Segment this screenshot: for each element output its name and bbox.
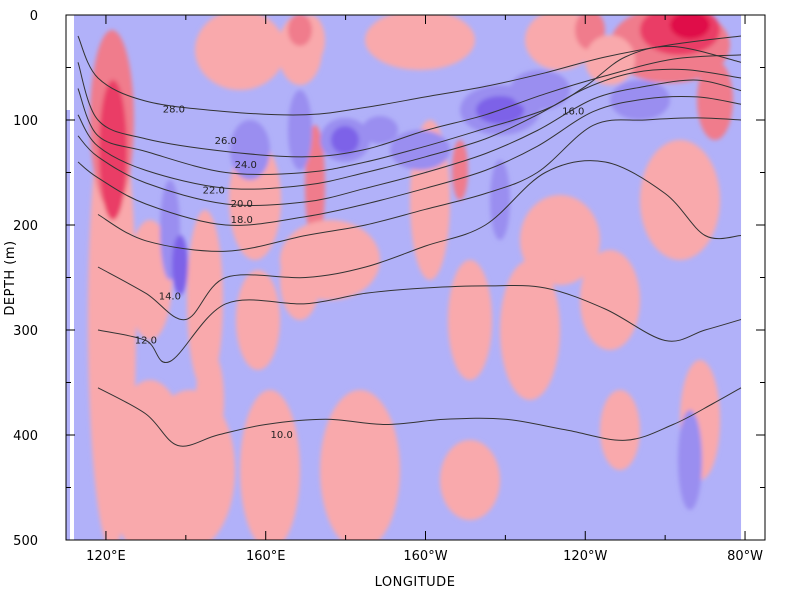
y-tick-label: 400 [13,429,38,444]
field-patches [88,15,733,540]
field-patch [288,15,312,46]
x-tick-label: 80°W [727,549,763,564]
field-patch [520,195,600,285]
field-patch [187,210,223,390]
isotherm-label: 24.0 [235,160,257,171]
field-patch [236,270,280,370]
field-patch [240,390,300,540]
isotherm-14-0 [97,160,742,321]
isotherm-label: 10.0 [271,430,293,441]
field-patch [362,116,398,144]
isotherm-20-0 [77,79,742,206]
isotherm-label: 14.0 [159,291,181,302]
field-patch [640,140,720,260]
x-tick-label: 120°E [86,549,126,564]
field-patch [580,250,640,350]
field-patch [305,125,325,245]
x-tick-label: 160°W [403,549,447,564]
isotherm-label: 20.0 [231,199,253,210]
field-patch [697,60,733,140]
field-patch [320,390,400,540]
isotherm-label: 28.0 [163,105,185,116]
y-tick-label: 200 [13,219,38,234]
field-patch [490,160,510,240]
isotherm-label: 18.0 [231,215,253,226]
field-patch [500,260,560,400]
field-patch [99,80,127,220]
field-patch [678,410,702,510]
field-patch [280,220,380,300]
isotherm-label: 12.0 [135,336,157,347]
y-tick-label: 0 [30,9,38,24]
y-tick-label: 500 [13,534,38,549]
temperature-anomaly-field [66,15,742,540]
isotherm-contours: 28.0 26.0 24.0 22.0 20.0 18.0 16.0 14.0 12.0 10.0 [77,35,742,447]
field-edge-strip [66,110,70,540]
isotherm-12-0 [97,284,742,364]
isotherm-16-0 [97,117,742,252]
field-patch [172,235,188,295]
field-patch [390,130,450,170]
field-patch [230,120,270,180]
field-patch [365,15,475,70]
isotherm-24-0 [77,45,742,176]
x-tick-label: 160°E [246,549,286,564]
field-patch [288,90,312,170]
isotherm-18-0 [77,95,742,226]
field-patch [600,390,640,470]
field-patch [448,260,492,380]
isotherm-28-0 [77,35,742,116]
y-axis-title: DEPTH (m) [3,240,18,315]
field-patch [331,126,359,154]
isotherm-label: 22.0 [203,185,225,196]
field-patch [670,15,710,39]
isotherm-22-0 [77,68,742,190]
field-patch [440,440,500,520]
field-patch [510,70,570,110]
x-tick-label: 120°W [563,549,607,564]
field-patch [585,35,635,85]
field-patch [196,350,224,450]
x-axis-title: LONGITUDE [375,575,456,590]
field-patch [452,140,468,200]
isotherm-label: 26.0 [215,136,237,147]
isotherm-26-0 [77,54,742,158]
isotherm-label: 16.0 [562,107,584,118]
field-patch [195,15,285,90]
y-tick-label: 100 [13,114,38,129]
isotherm-10-0 [97,387,742,447]
axes: 120°E 160°E 160°W 120°W 80°W 0 100 200 300 400 500 [13,9,765,564]
y-tick-label: 300 [13,324,38,339]
